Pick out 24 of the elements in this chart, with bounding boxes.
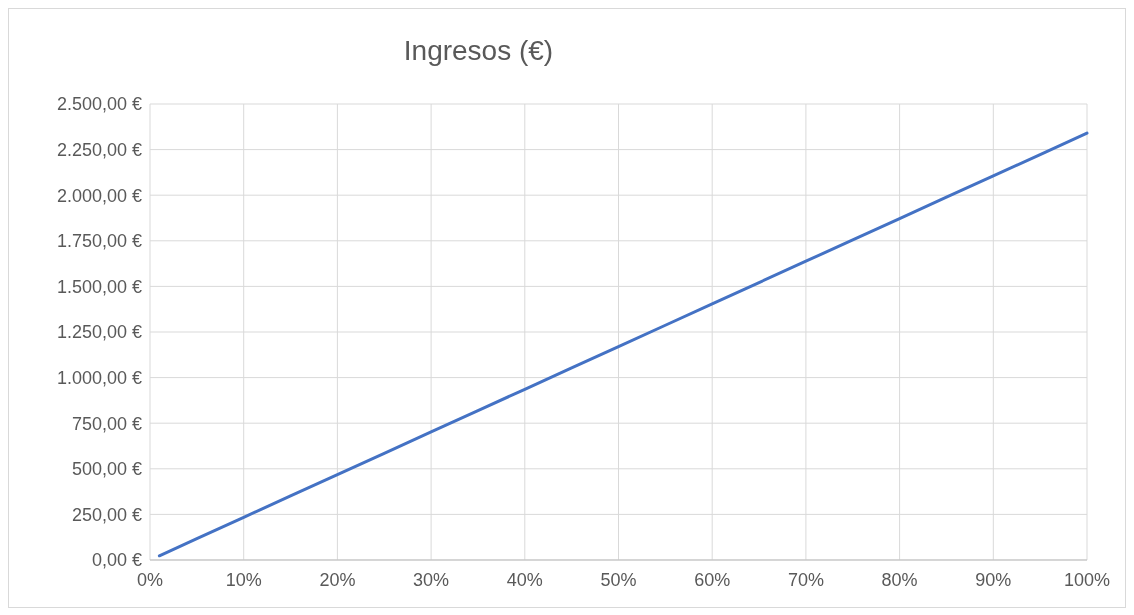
y-tick-label: 1.750,00 € [56, 231, 142, 252]
y-tick-label: 750,00 € [71, 413, 142, 434]
x-tick-label: 40% [506, 570, 543, 590]
y-tick-label: 1.000,00 € [56, 367, 142, 388]
x-tick-label: 30% [413, 570, 450, 590]
x-tick-label: 50% [600, 570, 637, 590]
x-tick-label: 0% [136, 570, 164, 590]
y-tick-label: 0,00 € [91, 550, 142, 571]
y-tick-label: 1.500,00 € [56, 276, 142, 297]
line-series [157, 131, 1089, 558]
y-tick-label: 1.250,00 € [56, 322, 142, 343]
y-tick-label: 250,00 € [71, 504, 142, 525]
x-tick-label: 70% [787, 570, 824, 590]
x-tick-label: 90% [975, 570, 1012, 590]
chart-title: Ingresos (€) [403, 35, 554, 66]
y-tick-label: 2.000,00 € [56, 185, 142, 206]
x-tick-label: 100% [1063, 570, 1111, 590]
y-tick-label: 2.250,00 € [56, 139, 142, 160]
y-tick-label: 2.500,00 € [56, 94, 142, 115]
x-tick-label: 80% [881, 570, 918, 590]
x-tick-label: 60% [694, 570, 731, 590]
x-tick-label: 20% [319, 570, 356, 590]
y-tick-label: 500,00 € [71, 459, 142, 480]
x-tick-label: 10% [225, 570, 262, 590]
